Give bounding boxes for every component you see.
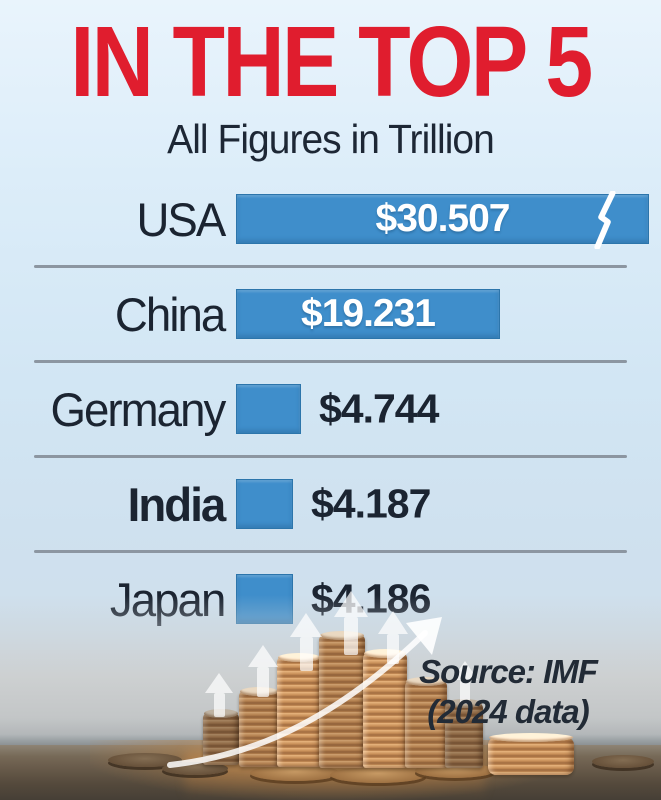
value-label: $19.231 (301, 292, 436, 335)
coins-photo (0, 591, 661, 800)
up-arrow-icon (334, 591, 368, 655)
flat-coin (592, 755, 654, 768)
bar-track: $19.231 (236, 289, 661, 339)
chart-row: USA $30.507 (0, 188, 661, 250)
bar-track: $4.187 (236, 479, 661, 529)
value-bar: $30.507 (236, 191, 649, 249)
flat-coin (108, 753, 182, 767)
lightning-break-icon (594, 191, 616, 249)
row-divider (34, 455, 627, 458)
source-line-1: Source: IMF (419, 653, 598, 690)
page-title: IN THE TOP 5 (70, 6, 593, 118)
up-arrow-icon (205, 673, 233, 717)
coin-stack (277, 653, 321, 767)
coin-stack (405, 677, 447, 768)
value-label: $4.744 (319, 385, 439, 432)
row-divider (34, 360, 627, 363)
country-label: India (127, 477, 227, 531)
chart-subtitle: All Figures in Trillion (167, 116, 495, 162)
country-label: USA (136, 192, 226, 246)
country-label: Germany (50, 382, 226, 436)
up-arrow-icon (290, 613, 322, 671)
up-arrow-icon (248, 645, 278, 697)
chart-row: China $19.231 (0, 283, 661, 345)
bar-track: $30.507 (236, 191, 661, 249)
value-label: $4.187 (311, 480, 431, 527)
growth-arrow-icon (167, 617, 442, 768)
bar-track: $4.744 (236, 384, 661, 434)
value-bar (236, 384, 301, 434)
country-label: China (114, 287, 226, 341)
gdp-bar-chart: USA $30.507 China $19.231 Germany $4.744 India… (0, 188, 661, 630)
flat-coin (250, 765, 340, 781)
row-divider (34, 265, 627, 268)
row-divider (34, 550, 627, 553)
value-label: $30.507 (375, 197, 511, 240)
source-line-2: (2024 data) (427, 693, 589, 730)
chart-row: India $4.187 (0, 473, 661, 535)
source-note: Source: IMF (2024 data) (377, 652, 639, 732)
up-arrow-icon (452, 661, 478, 704)
coin-stack (488, 733, 574, 775)
value-bar: $19.231 (236, 289, 500, 339)
value-bar (236, 479, 293, 529)
flat-coin (330, 767, 426, 783)
chart-row: Germany $4.744 (0, 378, 661, 440)
